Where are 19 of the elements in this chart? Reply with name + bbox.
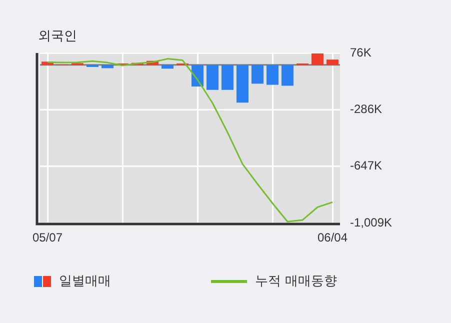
bar [282,64,294,86]
y-tick-label: -1,009K [350,215,392,230]
x-tick-label: 06/04 [317,230,348,245]
bar [252,64,264,84]
legend-label: 누적 매매동향 [255,273,338,290]
chart-title: 외국인 [38,28,77,45]
bar [326,60,338,65]
y-tick-label: -286K [350,102,382,116]
x-tick-label: 05/07 [32,230,63,245]
bar [162,64,174,69]
bar [222,64,234,90]
legend-label: 일별매매 [59,273,111,290]
bar [102,64,114,68]
y-tick-label: 76K [350,45,372,60]
bar [312,53,324,65]
bar [206,64,218,90]
bar [236,64,248,103]
bar [266,64,278,85]
y-tick-label: -647K [350,158,382,173]
